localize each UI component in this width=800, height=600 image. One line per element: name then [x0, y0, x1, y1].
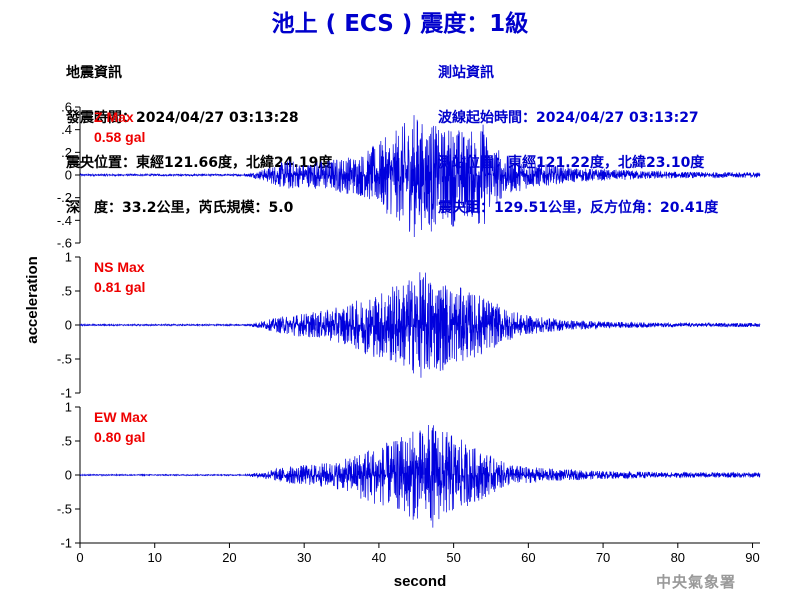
- y-axis-label: acceleration: [24, 256, 41, 344]
- y-tick-label: 1: [65, 250, 72, 265]
- watermark: 中央氣象署: [656, 573, 737, 591]
- y-tick-label: 0: [65, 318, 72, 333]
- waveform-ew: [79, 425, 761, 528]
- y-tick-label: -.6: [57, 236, 72, 251]
- y-tick-label: .2: [61, 145, 72, 160]
- y-tick-label: 0: [65, 468, 72, 483]
- y-tick-label: .5: [61, 284, 72, 299]
- page-title: 池上 ( ECS ) 震度：1級: [271, 11, 529, 37]
- y-tick-label: 1: [65, 400, 72, 415]
- y-tick-label: .4: [61, 122, 72, 137]
- x-tick-label: 10: [147, 550, 161, 565]
- wave-start-time: 波線起始時間：2024/04/27 03:13:27: [438, 110, 699, 126]
- station-location: 測站位置：東經121.22度，北緯23.10度: [438, 155, 705, 171]
- x-tick-label: 90: [745, 550, 759, 565]
- x-tick-label: 80: [671, 550, 685, 565]
- y-tick-label: -.5: [57, 352, 72, 367]
- max-label-value: 0.80 gal: [94, 429, 145, 445]
- x-tick-label: 60: [521, 550, 535, 565]
- earthquake-info-heading: 地震資訊: [66, 65, 122, 81]
- y-tick-label: -.4: [57, 213, 72, 228]
- max-label-name: EW Max: [94, 409, 148, 425]
- depth-magnitude: 深 度：33.2公里，芮氏規模：5.0: [66, 200, 294, 216]
- max-label-name: Z Max: [94, 109, 134, 125]
- max-label-name: NS Max: [94, 259, 145, 275]
- y-tick-label: -.5: [57, 502, 72, 517]
- max-label-value: 0.81 gal: [94, 279, 145, 295]
- y-tick-label: 0: [65, 168, 72, 183]
- waveform-z: [79, 115, 761, 238]
- origin-time: 發震時間：2024/04/27 03:13:28: [66, 110, 299, 126]
- y-tick-label: .6: [61, 100, 72, 115]
- waveform-ns: [79, 272, 761, 378]
- epicenter-location: 震央位置：東經121.66度，北緯24.19度: [66, 155, 333, 171]
- station-info: 測站資訊 波線起始時間：2024/04/27 03:13:27 測站位置：東經1…: [438, 36, 718, 231]
- earthquake-info: 地震資訊 發震時間：2024/04/27 03:13:28 震央位置：東經121…: [66, 36, 332, 231]
- y-tick-label: -1: [60, 386, 72, 401]
- x-tick-label: 50: [446, 550, 460, 565]
- station-info-heading: 測站資訊: [438, 65, 494, 81]
- y-tick-label: .5: [61, 434, 72, 449]
- y-tick-label: -.2: [57, 190, 72, 205]
- x-tick-label: 30: [297, 550, 311, 565]
- y-tick-label: -1: [60, 536, 72, 551]
- distance-azimuth: 震央距：129.51公里，反方位角：20.41度: [438, 200, 719, 216]
- x-tick-label: 70: [596, 550, 610, 565]
- x-tick-label: 40: [372, 550, 386, 565]
- x-tick-label: 0: [76, 550, 83, 565]
- max-label-value: 0.58 gal: [94, 129, 145, 145]
- x-tick-label: 20: [222, 550, 236, 565]
- x-axis-label: second: [394, 573, 447, 590]
